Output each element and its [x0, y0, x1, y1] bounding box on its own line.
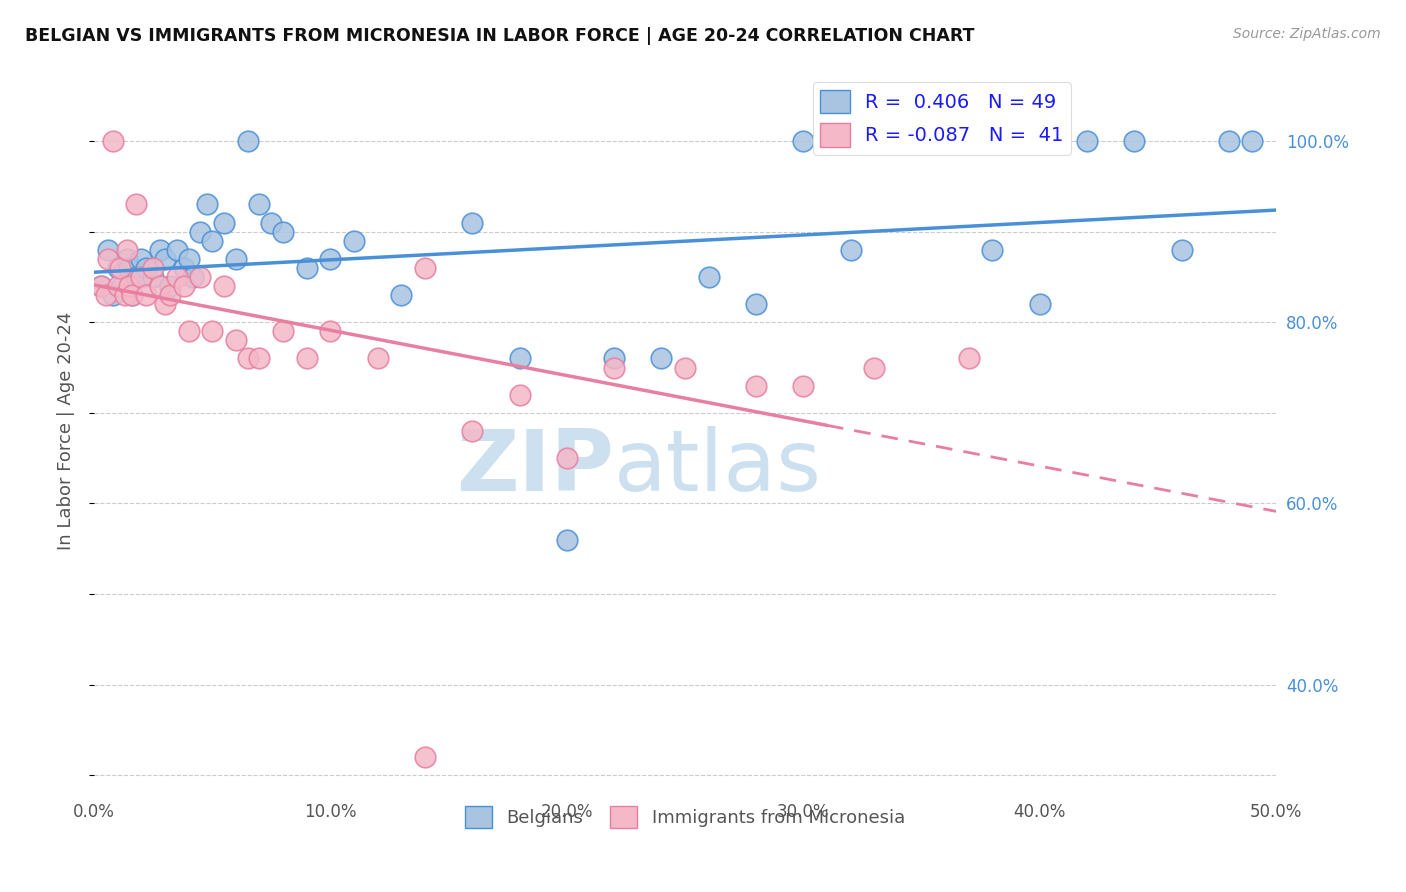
Point: [249, 197, 271, 211]
Point: [249, 351, 271, 366]
Point: [236, 134, 259, 148]
Y-axis label: In Labor Force | Age 20-24: In Labor Force | Age 20-24: [58, 311, 75, 550]
Point: [149, 243, 172, 257]
Point: [159, 288, 181, 302]
Point: [1123, 134, 1146, 148]
Point: [118, 279, 141, 293]
Legend: Belgians, Immigrants from Micronesia: Belgians, Immigrants from Micronesia: [458, 798, 912, 835]
Point: [101, 288, 124, 302]
Point: [201, 324, 224, 338]
Point: [149, 279, 172, 293]
Point: [111, 279, 134, 293]
Point: [142, 269, 165, 284]
Point: [212, 215, 235, 229]
Point: [97, 243, 120, 257]
Point: [236, 351, 259, 366]
Point: [603, 360, 626, 375]
Point: [129, 252, 152, 266]
Point: [745, 378, 768, 392]
Point: [135, 260, 157, 275]
Point: [461, 424, 484, 438]
Point: [142, 260, 165, 275]
Point: [367, 351, 389, 366]
Point: [555, 533, 578, 547]
Point: [108, 260, 131, 275]
Point: [166, 269, 188, 284]
Point: [745, 297, 768, 311]
Point: [792, 134, 814, 148]
Point: [173, 279, 195, 293]
Point: [181, 269, 204, 284]
Point: [260, 215, 283, 229]
Text: BELGIAN VS IMMIGRANTS FROM MICRONESIA IN LABOR FORCE | AGE 20-24 CORRELATION CHA: BELGIAN VS IMMIGRANTS FROM MICRONESIA IN…: [25, 27, 974, 45]
Point: [319, 324, 342, 338]
Point: [115, 252, 138, 266]
Point: [177, 324, 200, 338]
Point: [225, 334, 247, 348]
Point: [153, 297, 176, 311]
Point: [319, 252, 342, 266]
Point: [508, 351, 530, 366]
Point: [1241, 134, 1264, 148]
Point: [107, 260, 129, 275]
Point: [343, 234, 366, 248]
Text: ZIP: ZIP: [457, 425, 614, 508]
Point: [225, 252, 247, 266]
Point: [413, 260, 436, 275]
Point: [177, 252, 200, 266]
Point: [118, 260, 141, 275]
Point: [188, 269, 211, 284]
Point: [508, 387, 530, 401]
Point: [1170, 243, 1192, 257]
Point: [839, 243, 862, 257]
Point: [555, 451, 578, 466]
Point: [673, 360, 696, 375]
Text: Source: ZipAtlas.com: Source: ZipAtlas.com: [1233, 27, 1381, 41]
Point: [295, 351, 318, 366]
Point: [101, 134, 124, 148]
Point: [863, 360, 886, 375]
Point: [603, 351, 626, 366]
Point: [90, 279, 112, 293]
Point: [121, 288, 143, 302]
Text: atlas: atlas: [614, 425, 823, 508]
Point: [792, 378, 814, 392]
Point: [173, 260, 195, 275]
Point: [97, 252, 120, 266]
Point: [94, 288, 117, 302]
Point: [90, 279, 112, 293]
Point: [135, 288, 157, 302]
Point: [212, 279, 235, 293]
Point: [114, 288, 136, 302]
Point: [413, 750, 436, 764]
Point: [957, 351, 980, 366]
Point: [125, 269, 148, 284]
Point: [1076, 134, 1098, 148]
Point: [107, 279, 129, 293]
Point: [1218, 134, 1240, 148]
Point: [121, 288, 143, 302]
Point: [271, 225, 294, 239]
Point: [934, 134, 956, 148]
Point: [201, 234, 224, 248]
Point: [188, 225, 211, 239]
Point: [389, 288, 412, 302]
Point: [115, 243, 138, 257]
Point: [153, 252, 176, 266]
Point: [981, 243, 1004, 257]
Point: [697, 269, 720, 284]
Point: [1028, 297, 1050, 311]
Point: [650, 351, 672, 366]
Point: [461, 215, 484, 229]
Point: [197, 197, 219, 211]
Point: [271, 324, 294, 338]
Point: [159, 279, 181, 293]
Point: [166, 243, 188, 257]
Point: [129, 269, 152, 284]
Point: [125, 197, 148, 211]
Point: [295, 260, 318, 275]
